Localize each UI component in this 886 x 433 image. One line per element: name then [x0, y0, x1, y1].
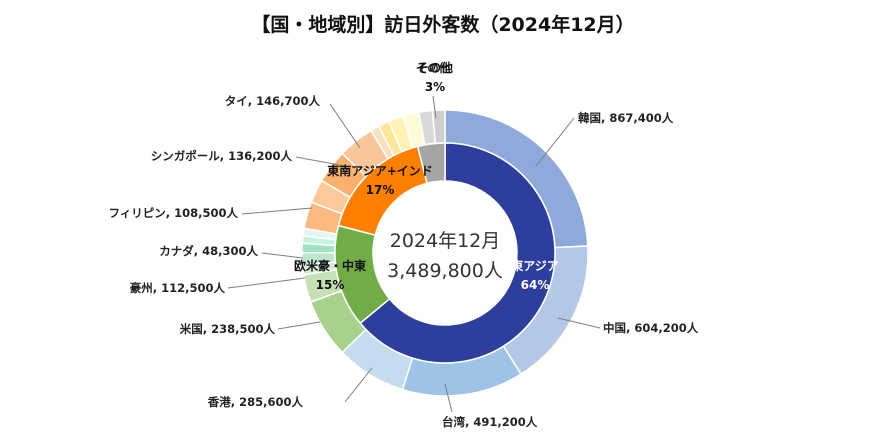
outer-slice-label: 韓国, 867,400人 — [578, 111, 674, 125]
leader-line — [295, 156, 346, 167]
leader-line — [261, 252, 304, 259]
inner-slice-percent: 15% — [316, 278, 345, 292]
outer-slice-label: 中国, 604,200人 — [603, 321, 699, 335]
outer-slice-label: タイ, 146,700人 — [225, 94, 321, 108]
outer-slice-label: フィリピン, 108,500人 — [108, 206, 238, 220]
outer-other-label: その他 — [416, 61, 451, 75]
leader-line — [277, 321, 321, 330]
leader-line — [444, 383, 453, 413]
leader-line — [432, 95, 437, 119]
inner-slice-name: 欧米豪・中東 — [294, 258, 366, 273]
inner-ring — [334, 142, 556, 364]
center-date: 2024年12月 — [390, 230, 501, 252]
leader-line — [329, 103, 361, 149]
outer-slice-label: 米国, 238,500人 — [179, 322, 276, 336]
inner-slice-percent: 3% — [425, 80, 445, 94]
inner-slice — [359, 142, 556, 364]
inner-labels: 東アジア 64% 欧米豪・中東 15% 東南アジア+インド 17% その他 3% — [294, 60, 559, 292]
outer-slice-label: 香港, 285,600人 — [207, 395, 304, 409]
outer-slice-label: カナダ, 48,300人 — [159, 244, 258, 258]
leader-line — [535, 117, 575, 167]
chart-title: 【国・地域別】訪日外客数（2024年12月） — [251, 14, 635, 36]
inner-slice — [416, 142, 446, 185]
inner-slice-name: 東アジア — [511, 258, 559, 273]
center-total: 3,489,800人 — [387, 260, 503, 282]
outer-slice-label: 豪州, 112,500人 — [130, 281, 226, 295]
outer-slice-label: 台湾, 491,200人 — [442, 415, 538, 429]
leader-line — [241, 207, 313, 215]
outer-slice-label: シンガポール, 136,200人 — [151, 149, 293, 163]
leader-line — [344, 367, 373, 403]
center-text: 2024年12月 3,489,800人 — [387, 230, 503, 282]
leader-lines — [227, 95, 601, 413]
inner-slice-name: 東南アジア+インド — [327, 163, 433, 178]
inner-slice-percent: 64% — [521, 278, 550, 292]
leader-line — [227, 277, 306, 289]
leader-line — [557, 317, 601, 329]
inner-slice-name: その他 — [417, 60, 453, 75]
inner-slice-percent: 17% — [366, 183, 395, 197]
outer-slice — [431, 109, 446, 145]
